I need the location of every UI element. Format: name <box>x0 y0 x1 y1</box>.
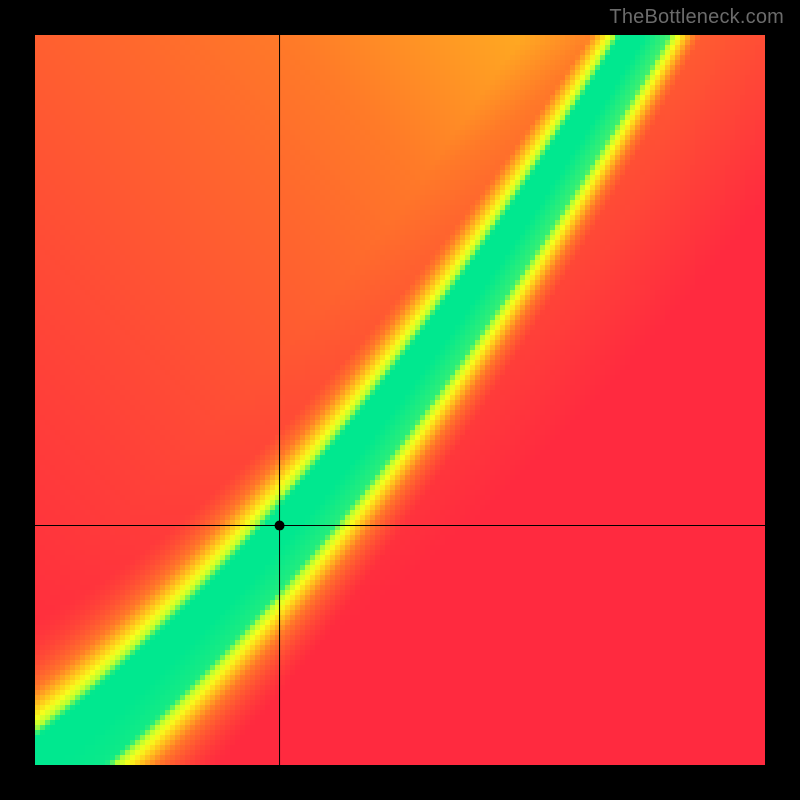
heatmap-canvas <box>35 35 765 765</box>
heatmap-plot <box>35 35 765 765</box>
chart-frame: TheBottleneck.com <box>0 0 800 800</box>
attribution-label: TheBottleneck.com <box>609 6 784 29</box>
